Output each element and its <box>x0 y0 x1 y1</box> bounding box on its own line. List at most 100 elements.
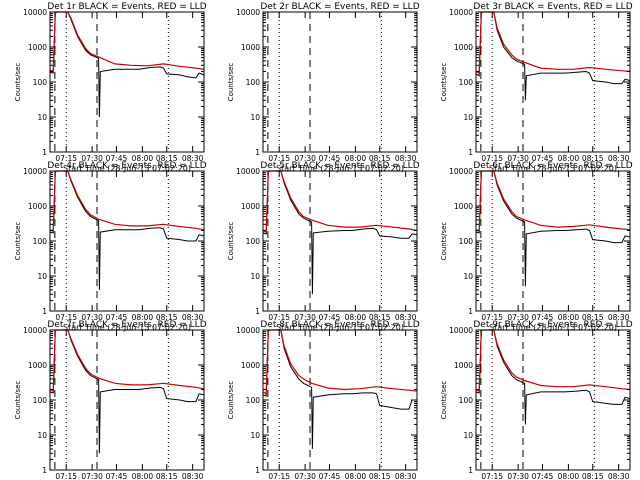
panel-4: Det 4r BLACK = Events, RED = LLD 1 10 100 10… <box>14 161 207 332</box>
series-lld-line <box>475 11 631 75</box>
x-tick-label: 08:15 <box>369 154 391 163</box>
y-tick-label: 10000 <box>236 167 260 176</box>
x-tick-label: 07:15 <box>481 472 503 480</box>
x-axis-label: Start Time (28-Jun-13 07:02:20) <box>489 164 617 173</box>
panel-title: Det 6r BLACK = Events, RED = LLD <box>473 161 632 171</box>
y-tick-label: 10000 <box>23 326 47 335</box>
x-tick-label: 07:30 <box>507 313 529 322</box>
x-axis-label: Start Time (28-Jun-13 07:02:20) <box>489 323 617 332</box>
x-tick-label: 07:30 <box>294 154 316 163</box>
y-tick-label: 10 <box>250 431 260 440</box>
y-tick-label: 1 <box>42 466 47 475</box>
x-tick-label: 08:30 <box>182 313 204 322</box>
x-tick-label: 08:15 <box>156 313 178 322</box>
y-tick-label: 100 <box>459 78 474 87</box>
series-lld-line <box>49 11 205 73</box>
x-tick-label: 08:00 <box>132 154 154 163</box>
y-axis-label: Counts/sec <box>14 381 22 420</box>
x-tick-label: 08:15 <box>582 472 604 480</box>
y-tick-label: 1000 <box>28 43 47 52</box>
panel-title: Det 4r BLACK = Events, RED = LLD <box>47 161 206 171</box>
x-tick-label: 07:45 <box>319 154 341 163</box>
x-tick-label: 07:30 <box>81 313 103 322</box>
panel-title: Det 9r BLACK = Events, RED = LLD <box>473 320 632 330</box>
x-tick-label: 07:30 <box>507 154 529 163</box>
x-tick-label: 07:45 <box>532 154 554 163</box>
y-tick-label: 1 <box>255 148 260 157</box>
x-axis-label: Start Time (28-Jun-13 07:02:20) <box>276 164 404 173</box>
y-tick-label: 100 <box>459 237 474 246</box>
y-tick-label: 1 <box>255 466 260 475</box>
series-events-line <box>262 170 418 295</box>
y-tick-label: 1 <box>255 307 260 316</box>
x-tick-label: 07:45 <box>106 472 128 480</box>
x-tick-label: 07:15 <box>55 472 77 480</box>
y-tick-label: 100 <box>33 396 48 405</box>
y-tick-label: 100 <box>246 396 261 405</box>
y-tick-label: 100 <box>33 78 48 87</box>
y-tick-label: 10 <box>250 113 260 122</box>
series-lld-line <box>49 170 205 233</box>
series-events-line <box>49 329 205 454</box>
y-tick-label: 10000 <box>23 8 47 17</box>
x-tick-label: 08:00 <box>558 472 580 480</box>
y-tick-label: 1 <box>42 148 47 157</box>
x-tick-label: 07:45 <box>532 313 554 322</box>
panel-8: Det 8r BLACK = Events, RED = LLD 1 10 100 10… <box>227 320 420 480</box>
x-tick-label: 08:00 <box>132 313 154 322</box>
panel-9: Det 9r BLACK = Events, RED = LLD 1 10 100 10… <box>440 320 633 480</box>
panel-title: Det 5r BLACK = Events, RED = LLD <box>260 161 419 171</box>
x-tick-label: 08:00 <box>558 154 580 163</box>
series-events-line <box>475 329 631 425</box>
x-tick-label: 08:15 <box>156 154 178 163</box>
y-axis-label: Counts/sec <box>227 63 235 102</box>
y-tick-label: 10 <box>463 272 473 281</box>
x-tick-label: 07:15 <box>268 313 290 322</box>
x-tick-label: 07:15 <box>481 313 503 322</box>
panel-2: Det 2r BLACK = Events, RED = LLD 1 10 100 10… <box>227 2 420 173</box>
panel-7: Det 7r BLACK = Events, RED = LLD 1 10 100 10… <box>14 320 207 480</box>
y-tick-label: 1000 <box>28 202 47 211</box>
x-tick-label: 07:45 <box>106 313 128 322</box>
y-tick-label: 10000 <box>236 8 260 17</box>
y-tick-label: 1000 <box>241 202 260 211</box>
panel-title: Det 1r BLACK = Events, RED = LLD <box>47 2 206 12</box>
plot-frame <box>262 170 418 312</box>
y-tick-label: 1000 <box>28 361 47 370</box>
y-tick-label: 1000 <box>241 361 260 370</box>
panel-title: Det 7r BLACK = Events, RED = LLD <box>47 320 206 330</box>
y-tick-label: 10 <box>250 272 260 281</box>
y-tick-label: 1 <box>42 307 47 316</box>
y-tick-label: 100 <box>459 396 474 405</box>
y-tick-label: 1 <box>468 466 473 475</box>
x-tick-label: 08:30 <box>182 472 204 480</box>
series-lld-line <box>475 329 631 393</box>
y-tick-label: 10000 <box>236 326 260 335</box>
x-tick-label: 08:30 <box>182 154 204 163</box>
y-tick-label: 10 <box>463 113 473 122</box>
x-tick-label: 08:30 <box>608 472 630 480</box>
x-tick-label: 07:30 <box>294 313 316 322</box>
y-axis-label: Counts/sec <box>227 222 235 261</box>
x-tick-label: 07:15 <box>268 472 290 480</box>
x-tick-label: 08:00 <box>345 472 367 480</box>
y-axis-label: Counts/sec <box>440 222 448 261</box>
x-tick-label: 07:45 <box>319 313 341 322</box>
panel-title: Det 8r BLACK = Events, RED = LLD <box>260 320 419 330</box>
series-lld-line <box>475 170 631 233</box>
x-tick-label: 07:30 <box>81 154 103 163</box>
x-tick-label: 07:30 <box>81 472 103 480</box>
plot-frame <box>49 170 205 312</box>
y-axis-label: Counts/sec <box>227 381 235 420</box>
x-tick-label: 07:45 <box>319 472 341 480</box>
x-tick-label: 07:30 <box>507 472 529 480</box>
x-tick-label: 08:00 <box>345 154 367 163</box>
y-tick-label: 100 <box>246 237 261 246</box>
y-tick-label: 100 <box>246 78 261 87</box>
y-tick-label: 10 <box>37 272 47 281</box>
y-axis-label: Counts/sec <box>14 63 22 102</box>
y-tick-label: 10000 <box>449 167 473 176</box>
x-tick-label: 08:30 <box>395 472 417 480</box>
x-tick-label: 07:15 <box>55 154 77 163</box>
